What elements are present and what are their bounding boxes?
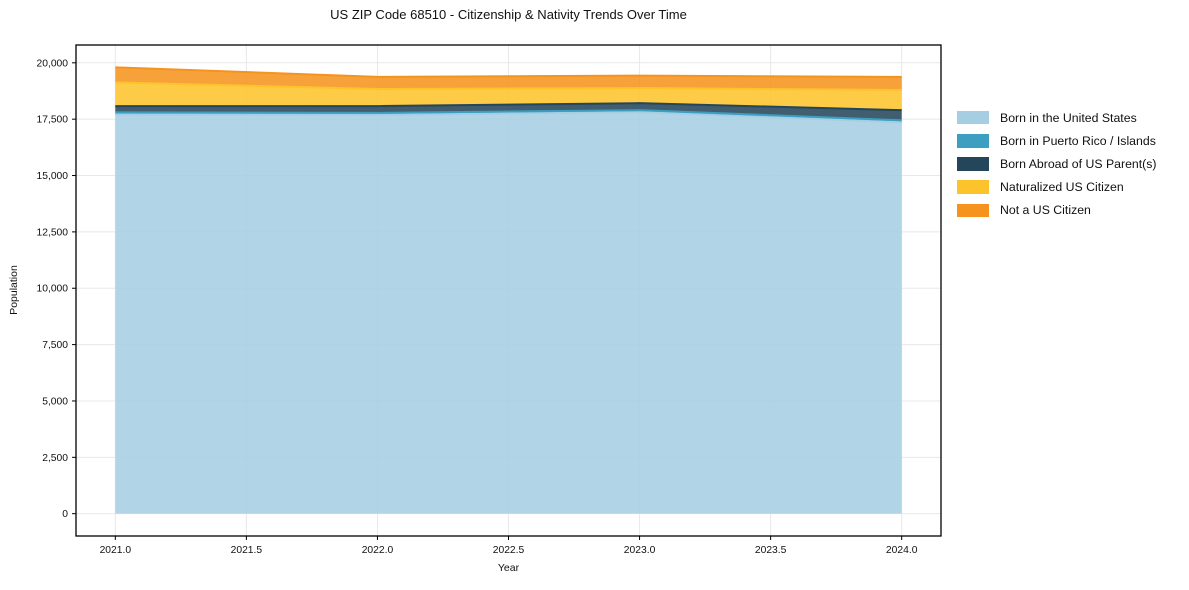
legend-item: Born in Puerto Rico / Islands xyxy=(957,129,1157,152)
chart-title: US ZIP Code 68510 - Citizenship & Nativi… xyxy=(330,7,687,22)
legend-swatch-icon xyxy=(957,110,989,125)
area-edge-1 xyxy=(115,109,902,122)
legend-item: Born in the United States xyxy=(957,106,1157,129)
y-axis-label: Population xyxy=(8,265,20,315)
y-tick-label: 12,500 xyxy=(37,227,69,238)
legend-item: Born Abroad of US Parent(s) xyxy=(957,152,1157,175)
x-tick-label: 2023.0 xyxy=(624,545,656,556)
x-axis-label: Year xyxy=(497,562,520,574)
x-tick-label: 2023.5 xyxy=(755,545,787,556)
x-tick-label: 2021.5 xyxy=(231,545,263,556)
x-tick-label: 2022.5 xyxy=(493,545,525,556)
x-tick-label: 2024.0 xyxy=(886,545,918,556)
y-tick-label: 20,000 xyxy=(37,58,69,69)
area-series-4 xyxy=(115,67,902,90)
area-series-2 xyxy=(115,103,902,121)
legend-label: Not a US Citizen xyxy=(1000,203,1091,218)
legend-swatch-icon xyxy=(957,180,989,194)
area-edge-2 xyxy=(115,102,902,112)
x-tick-label: 2022.0 xyxy=(362,545,394,556)
y-tick-label: 5,000 xyxy=(42,396,68,407)
legend-label: Born in Puerto Rico / Islands xyxy=(1000,133,1156,148)
legend-label: Naturalized US Citizen xyxy=(1000,180,1124,195)
area-edge-0 xyxy=(115,111,902,124)
legend-swatch-icon xyxy=(957,203,989,218)
area-edge-4 xyxy=(115,66,902,78)
area-edge-3 xyxy=(115,81,902,91)
y-tick-label: 17,500 xyxy=(37,115,69,126)
area-series-0 xyxy=(115,112,902,514)
y-tick-label: 7,500 xyxy=(42,340,68,351)
y-tick-label: 2,500 xyxy=(42,453,68,464)
y-tick-label: 15,000 xyxy=(37,171,69,182)
x-tick-label: 2021.0 xyxy=(100,545,132,556)
legend-swatch-icon xyxy=(957,157,989,171)
y-tick-label: 0 xyxy=(62,509,68,520)
legend-label: Born Abroad of US Parent(s) xyxy=(1000,156,1157,171)
legend-item: Not a US Citizen xyxy=(957,199,1157,222)
legend-swatch-icon xyxy=(957,134,989,148)
legend: Born in the United States Born in Puerto … xyxy=(957,106,1157,222)
y-tick-label: 10,000 xyxy=(37,284,69,295)
legend-label: Born in the United States xyxy=(1000,110,1137,125)
legend-item: Naturalized US Citizen xyxy=(957,176,1157,199)
